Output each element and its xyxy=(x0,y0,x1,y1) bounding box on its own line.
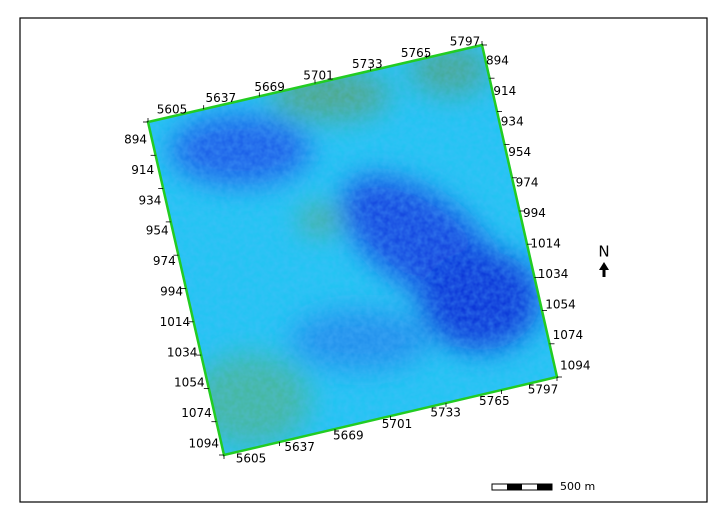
scale-label: 500 m xyxy=(560,480,595,493)
columns-label: 5797 xyxy=(450,35,481,49)
rows-label: 894 xyxy=(486,54,509,68)
rows-label: 894 xyxy=(124,133,147,147)
rows-label: 974 xyxy=(153,254,176,268)
columns-label: 5733 xyxy=(352,57,383,71)
scale-bar xyxy=(491,483,553,491)
columns-label: 5797 xyxy=(528,383,559,397)
rows-label: 934 xyxy=(138,193,161,207)
rows-label: 994 xyxy=(523,206,546,220)
rows-label: 1054 xyxy=(545,298,576,312)
raster xyxy=(148,45,557,455)
rows-label: 1074 xyxy=(181,406,212,420)
rows-label: 1094 xyxy=(188,437,219,451)
columns-label: 5637 xyxy=(284,440,315,454)
rows-label: 1074 xyxy=(553,328,584,342)
north-arrow xyxy=(599,262,609,277)
columns-label: 5605 xyxy=(157,103,188,117)
columns-label: 5605 xyxy=(236,452,267,466)
rows-label: 1054 xyxy=(174,376,205,390)
columns-label: 5733 xyxy=(430,406,461,420)
columns-label: 5701 xyxy=(303,69,334,83)
rows-label: 934 xyxy=(501,115,524,129)
columns-label: 5765 xyxy=(479,394,510,408)
rows-label: 1014 xyxy=(530,237,561,251)
columns-label: 5701 xyxy=(382,417,413,431)
north-label: N xyxy=(598,243,609,261)
columns-label: 5669 xyxy=(254,80,285,94)
columns-label: 5637 xyxy=(206,91,237,105)
rows-label: 1034 xyxy=(167,345,198,359)
columns-label: 5765 xyxy=(401,46,432,60)
rows-label: 1094 xyxy=(560,359,591,373)
rows-label: 1014 xyxy=(160,315,191,329)
rows-label: 994 xyxy=(160,285,183,299)
rows-label: 1034 xyxy=(538,267,569,281)
rows-label: 914 xyxy=(493,84,516,98)
columns-label: 5669 xyxy=(333,429,364,443)
rows-label: 954 xyxy=(508,145,531,159)
rows-label: 954 xyxy=(146,224,169,238)
rows-label: 974 xyxy=(516,176,539,190)
rows-label: 914 xyxy=(131,163,154,177)
